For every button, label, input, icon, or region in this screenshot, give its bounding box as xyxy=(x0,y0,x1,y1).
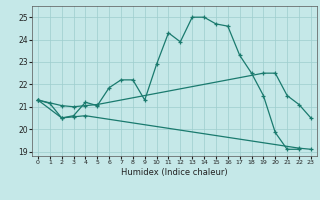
X-axis label: Humidex (Indice chaleur): Humidex (Indice chaleur) xyxy=(121,168,228,177)
